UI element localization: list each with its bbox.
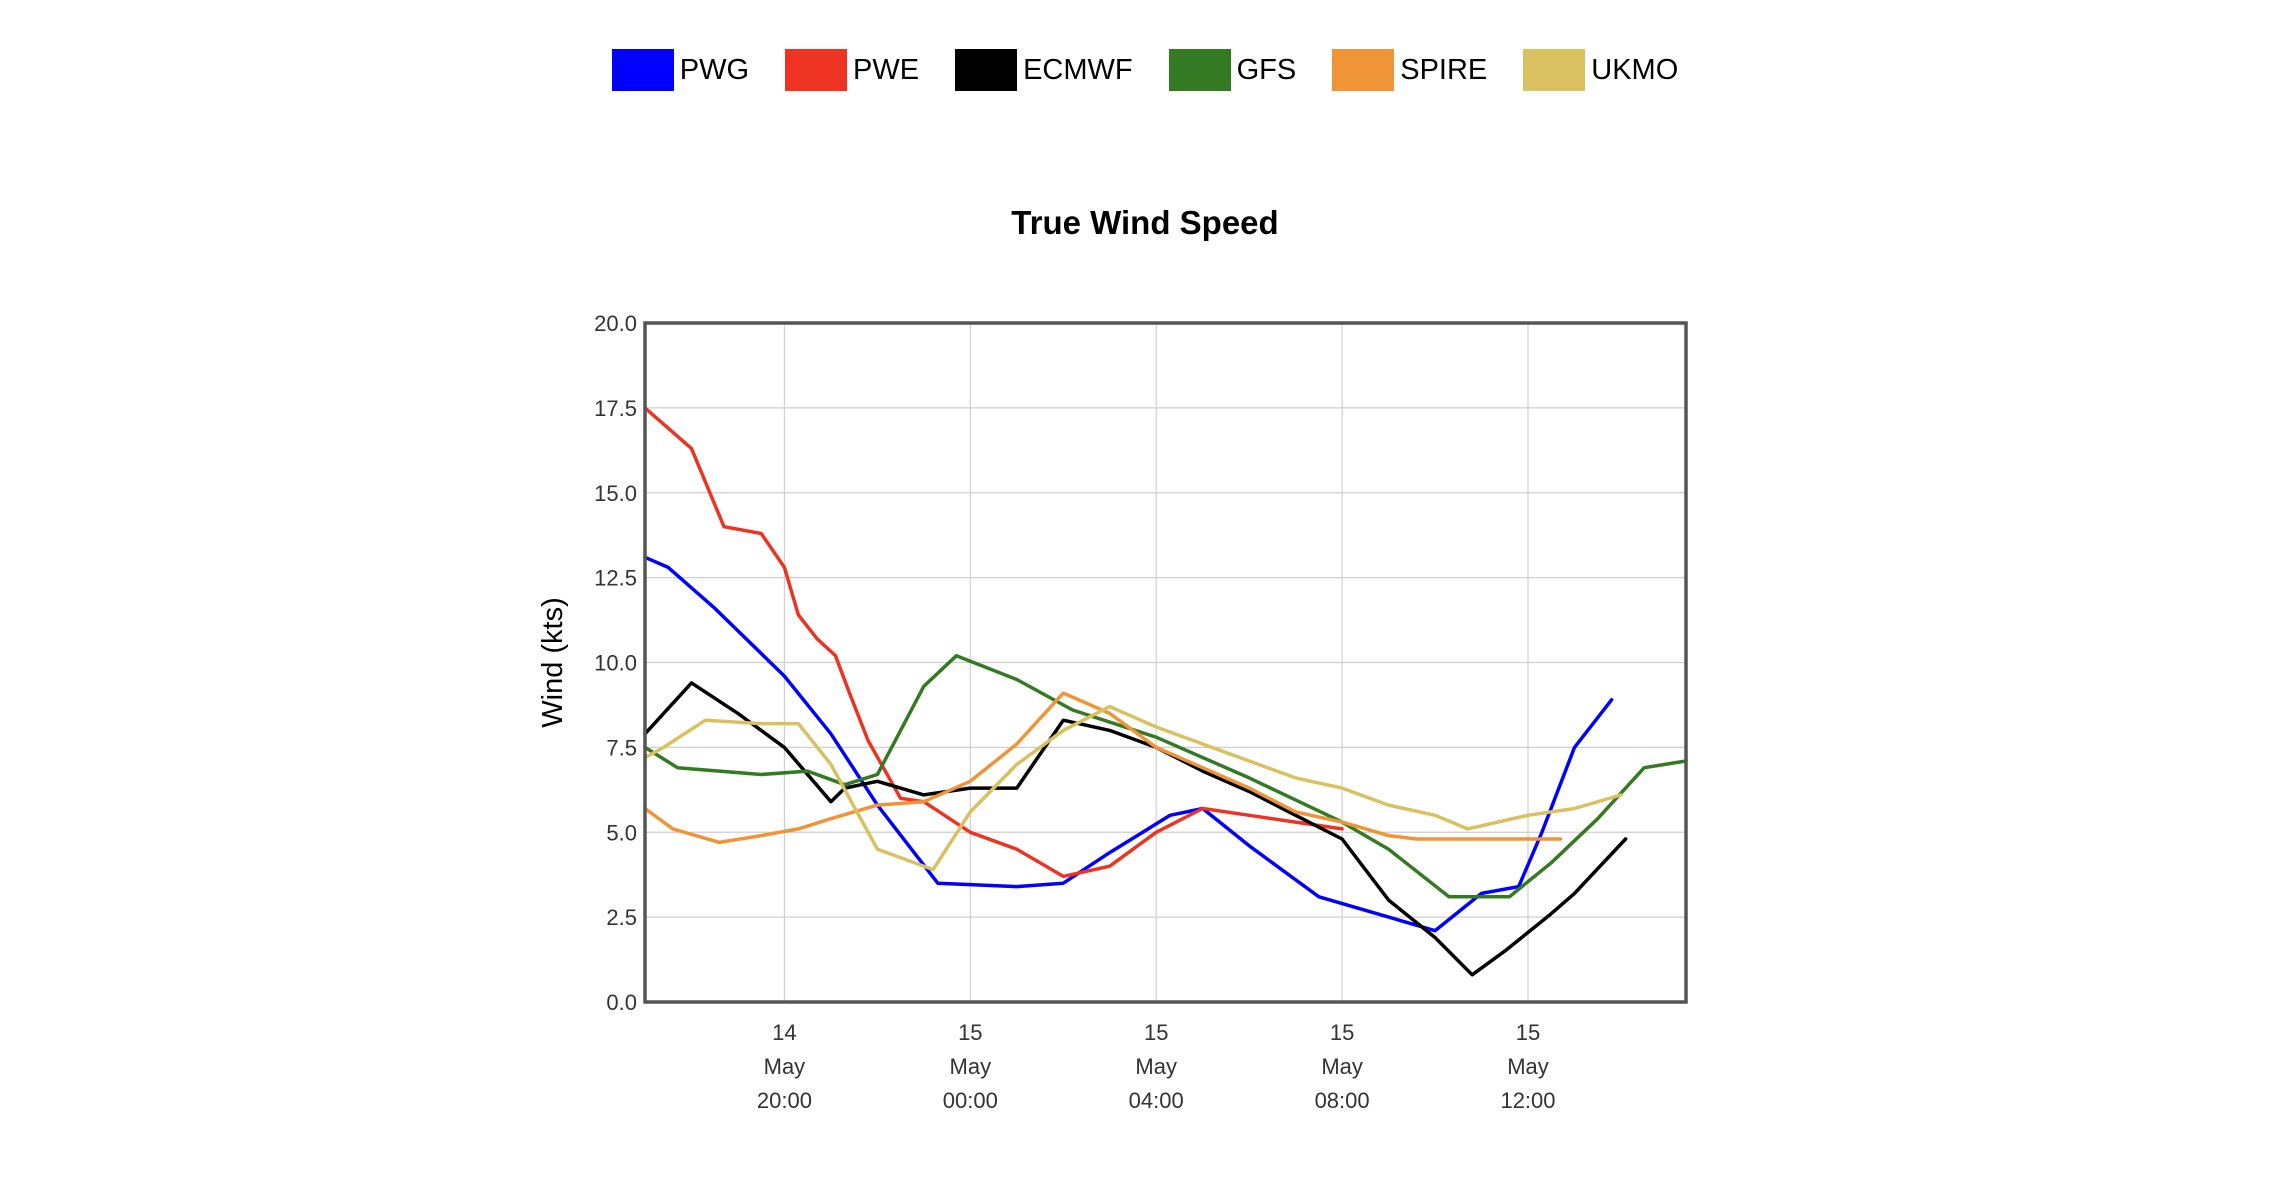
- legend-item-spire[interactable]: SPIRE: [1332, 49, 1487, 91]
- y-tick-label: 0.0: [606, 990, 637, 1015]
- legend-item-gfs[interactable]: GFS: [1168, 49, 1297, 91]
- x-tick-label: 15 May 00:00: [943, 1020, 998, 1113]
- legend-item-ecmwf[interactable]: ECMWF: [955, 49, 1133, 91]
- legend-swatch: [1168, 49, 1231, 91]
- legend-label: GFS: [1236, 54, 1297, 86]
- y-tick-label: 12.5: [594, 566, 637, 591]
- series-line-pwg: [643, 555, 1614, 933]
- x-tick-label: 14 May 20:00: [757, 1020, 812, 1113]
- y-tick-label: 20.0: [594, 311, 637, 336]
- legend-label: SPIRE: [1400, 54, 1488, 86]
- legend-label: UKMO: [1591, 54, 1679, 86]
- legend-swatch: [1332, 49, 1395, 91]
- series-line-gfs: [643, 653, 1688, 899]
- legend-item-ukmo[interactable]: UKMO: [1523, 49, 1678, 91]
- y-axis-label: Wind (kts): [537, 597, 569, 728]
- legend-swatch: [611, 49, 674, 91]
- x-tick-label: 15 May 12:00: [1500, 1020, 1555, 1113]
- x-tick-label: 15 May 08:00: [1315, 1020, 1370, 1113]
- chart-legend: PWG PWE ECMWF GFS SPIRE UKMO: [0, 48, 2290, 92]
- series-line-spire: [643, 691, 1563, 845]
- chart-title: True Wind Speed: [1011, 204, 1279, 241]
- legend-item-pwg[interactable]: PWG: [611, 49, 750, 91]
- series-line-ukmo: [643, 704, 1623, 872]
- y-tick-label: 2.5: [606, 905, 637, 930]
- legend-label: PWE: [853, 54, 920, 86]
- legend-item-pwe[interactable]: PWE: [785, 49, 919, 91]
- legend-label: ECMWF: [1023, 54, 1133, 86]
- legend-swatch: [955, 49, 1018, 91]
- y-tick-label: 7.5: [606, 735, 637, 760]
- legend-swatch: [785, 49, 848, 91]
- y-tick-label: 15.0: [594, 481, 637, 506]
- legend-label: PWG: [679, 54, 750, 86]
- y-tick-label: 17.5: [594, 396, 637, 421]
- plot-border: [643, 321, 1688, 1004]
- legend-swatch: [1523, 49, 1586, 91]
- y-tick-label: 5.0: [606, 820, 637, 845]
- x-tick-label: 15 May 04:00: [1129, 1020, 1184, 1113]
- series-line-pwe: [643, 406, 1344, 879]
- series-line-ecmwf: [643, 681, 1628, 977]
- y-tick-label: 10.0: [594, 651, 637, 676]
